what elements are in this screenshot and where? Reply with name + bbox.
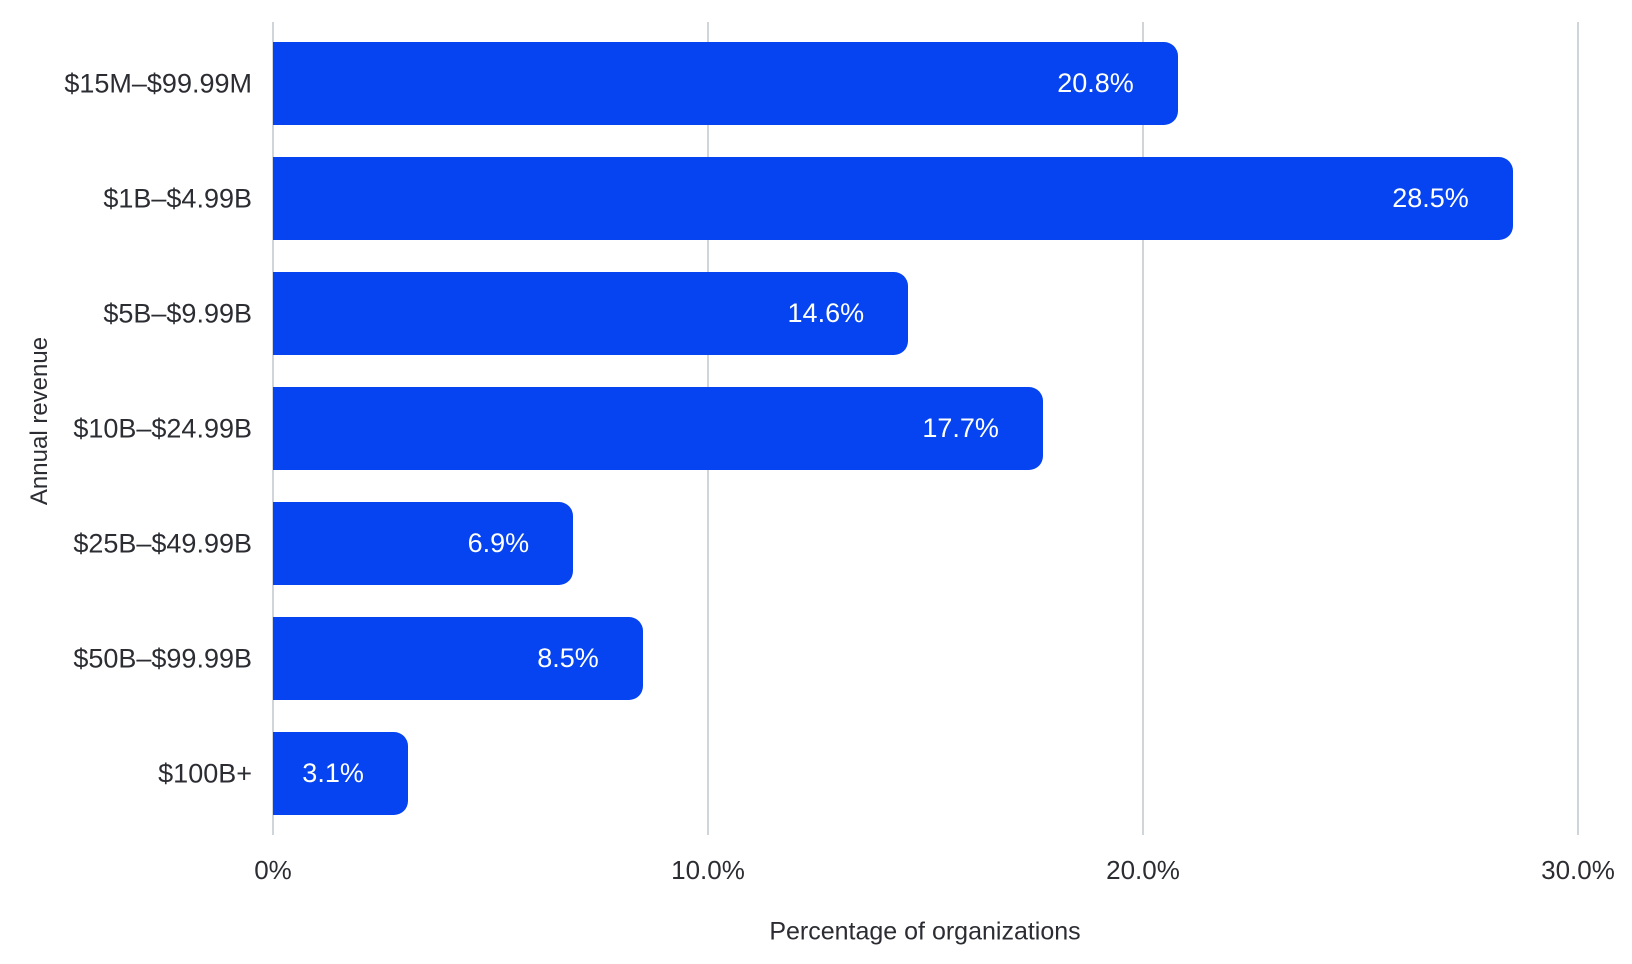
bar: 8.5%: [273, 617, 643, 700]
bar: 3.1%: [273, 732, 408, 815]
x-tick-label: 20.0%: [1106, 855, 1180, 885]
gridline: [1577, 22, 1579, 835]
bar-value-label: 8.5%: [537, 643, 599, 673]
bar-value-label: 14.6%: [787, 298, 865, 328]
y-category-label: $50B–$99.99B: [73, 643, 252, 673]
bar: 28.5%: [273, 157, 1513, 240]
bar-value-label: 3.1%: [302, 758, 364, 788]
bar-value-label: 28.5%: [1392, 183, 1469, 213]
plot-area: 20.8% 28.5% 14.6% 17.7% 6.9% 8.5% 3.1%: [272, 22, 1579, 835]
y-category-label: $15M–$99.99M: [64, 68, 252, 98]
bar-value-label: 17.7%: [922, 413, 999, 443]
y-category-label: $10B–$24.99B: [73, 413, 252, 443]
y-category-label: $100B+: [158, 758, 252, 788]
gridline: [1142, 22, 1144, 835]
bar-value-label: 20.8%: [1057, 68, 1134, 98]
x-tick-label: 10.0%: [671, 855, 745, 885]
x-tick-label: 30.0%: [1541, 855, 1615, 885]
bar: 6.9%: [273, 502, 574, 585]
bar-value-label: 6.9%: [467, 528, 530, 558]
y-category-label: $5B–$9.99B: [103, 298, 252, 328]
bar: 17.7%: [273, 387, 1043, 470]
bar: 20.8%: [273, 42, 1178, 125]
x-axis-title: Percentage of organizations: [769, 917, 1081, 946]
y-category-label: $1B–$4.99B: [103, 183, 252, 213]
y-category-label: $25B–$49.99B: [73, 528, 252, 558]
x-tick-label: 0%: [254, 855, 292, 885]
bar: 14.6%: [273, 272, 909, 355]
